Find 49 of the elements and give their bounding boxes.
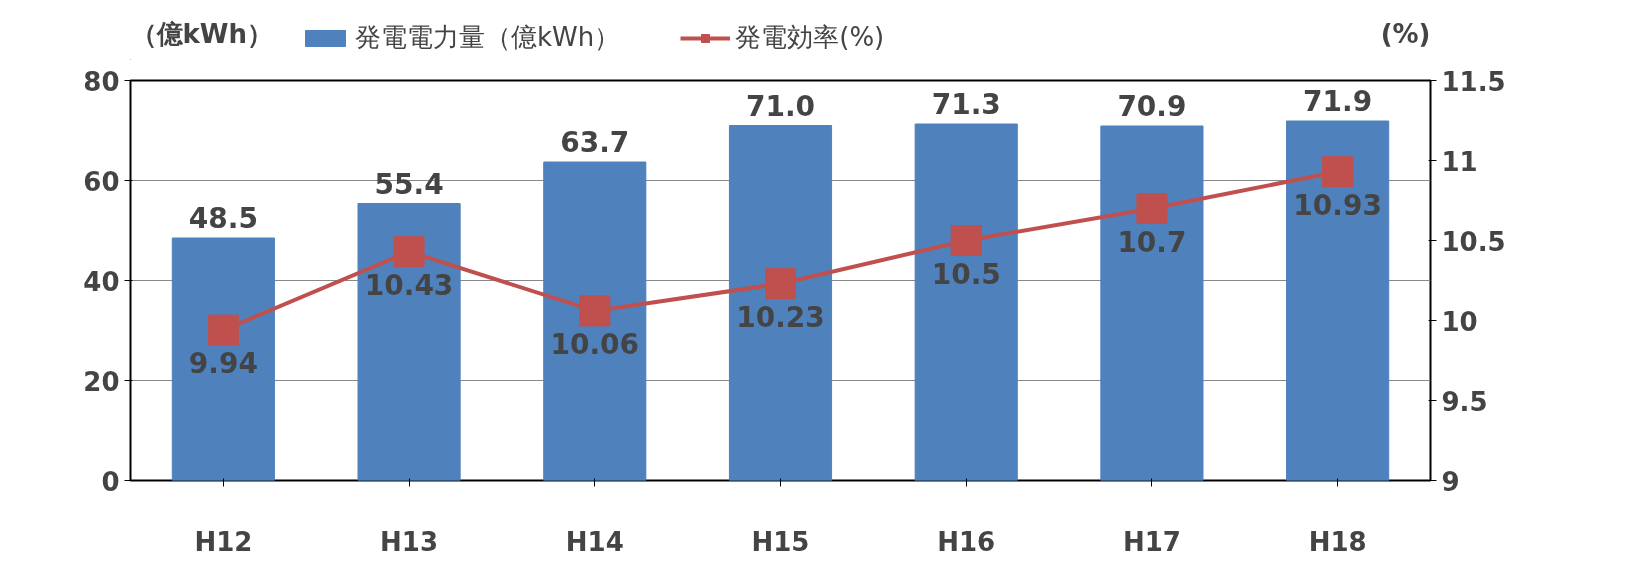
x-tick-label: H14	[565, 526, 624, 557]
y2-axis-title: (%)	[1380, 18, 1431, 49]
data-label: 71.3	[931, 88, 1001, 121]
data-label: 71.0	[745, 89, 816, 123]
y2-tick-label: 11.5	[1441, 66, 1506, 97]
x-tick-label: H13	[380, 526, 439, 557]
y2-tick-label: 9.5	[1441, 386, 1488, 417]
data-label: 71.9	[1303, 85, 1373, 118]
point	[393, 236, 425, 268]
data-label: 10.43	[364, 268, 454, 302]
bar	[1100, 125, 1204, 481]
x-tick-label: H17	[1122, 526, 1181, 557]
legend-label: 発電電力量（億kWh）	[355, 21, 621, 54]
y-tick-label: 20	[83, 366, 120, 397]
x-tick-label: H18	[1308, 526, 1367, 557]
y-tick-label: 60	[83, 166, 120, 197]
x-tick-label: H16	[937, 526, 996, 557]
y-tick-label: 0	[101, 466, 120, 497]
point	[765, 268, 796, 300]
y-tick-label: 40	[83, 266, 120, 297]
x-tick-label: H12	[194, 526, 253, 557]
data-label: 10.06	[550, 327, 640, 361]
data-label: 10.23	[736, 300, 825, 334]
data-label: 63.7	[560, 126, 630, 159]
y2-tick-label: 10.5	[1441, 226, 1506, 257]
point	[579, 295, 611, 327]
y2-tick-label: 11	[1441, 146, 1478, 177]
y-axis-title: （億kWh）	[130, 18, 273, 49]
bar	[543, 161, 647, 481]
point	[1322, 156, 1354, 188]
bar	[914, 123, 1018, 481]
data-label: 70.9	[1117, 90, 1187, 123]
bar	[171, 237, 275, 481]
y-tick-label: 80	[83, 66, 120, 97]
legend-label: 発電効率(%)	[735, 21, 885, 54]
data-label: 10.5	[931, 257, 1001, 291]
y2-tick-label: 9	[1441, 466, 1460, 497]
data-label: 9.94	[188, 347, 258, 381]
bar	[357, 203, 461, 481]
y2-tick-label: 10	[1441, 306, 1478, 337]
bar	[728, 125, 833, 481]
data-label: 10.7	[1117, 225, 1187, 259]
bar	[1286, 120, 1390, 481]
point	[207, 314, 239, 346]
x-tick-label: H15	[751, 526, 810, 557]
point	[1136, 193, 1168, 224]
point	[950, 225, 982, 256]
data-label: 48.5	[188, 202, 258, 235]
data-label: 10.93	[1293, 188, 1382, 222]
